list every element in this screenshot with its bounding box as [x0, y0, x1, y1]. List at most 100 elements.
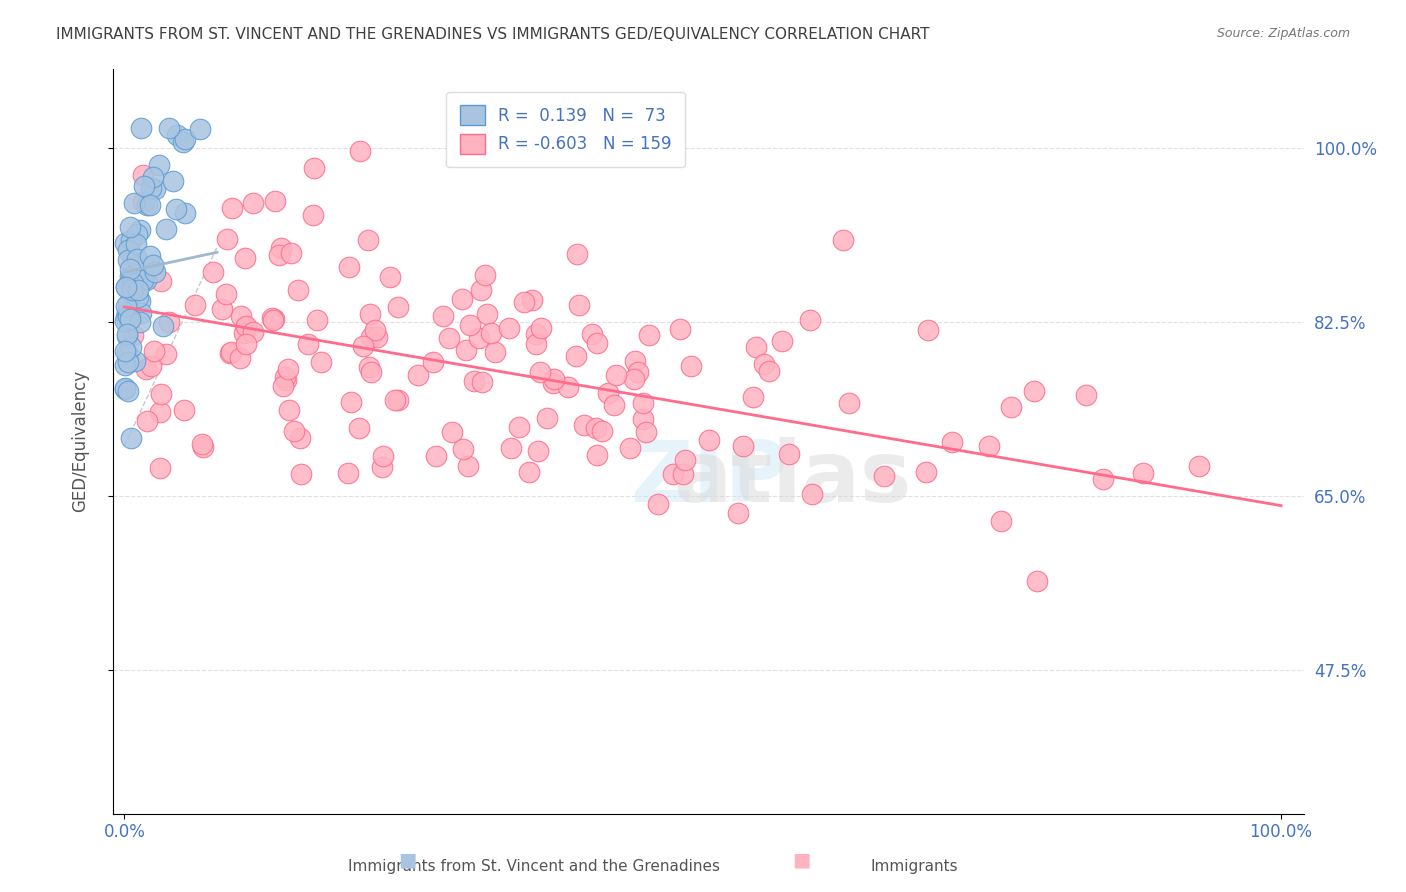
- Point: [136, 198, 159, 212]
- Point: [274, 370, 297, 384]
- Point: [262, 310, 284, 325]
- Point: [340, 395, 363, 409]
- Point: [508, 420, 530, 434]
- Point: [520, 293, 543, 308]
- Point: [359, 307, 381, 321]
- Point: [633, 412, 655, 426]
- Point: [557, 380, 579, 394]
- Point: [638, 328, 661, 343]
- Point: [191, 437, 214, 451]
- Point: [915, 465, 938, 479]
- Point: [1074, 388, 1097, 402]
- Point: [120, 272, 142, 286]
- Point: [114, 280, 136, 294]
- Point: [174, 132, 197, 146]
- Point: [349, 421, 371, 435]
- Point: [572, 417, 595, 432]
- Point: [117, 350, 139, 364]
- Text: ■: ■: [398, 851, 418, 870]
- Point: [232, 326, 254, 340]
- Point: [463, 374, 485, 388]
- Point: [191, 440, 214, 454]
- Point: [513, 295, 536, 310]
- Point: [527, 444, 550, 458]
- Point: [122, 196, 145, 211]
- Point: [118, 312, 141, 326]
- Point: [218, 346, 240, 360]
- Point: [941, 435, 963, 450]
- Point: [591, 424, 613, 438]
- Point: [697, 433, 720, 447]
- Point: [242, 195, 264, 210]
- Point: [117, 243, 139, 257]
- Point: [278, 403, 301, 417]
- Point: [242, 325, 264, 339]
- Point: [586, 448, 609, 462]
- Point: [758, 364, 780, 378]
- Point: [456, 343, 478, 357]
- Point: [477, 307, 499, 321]
- Text: ZIP: ZIP: [630, 437, 787, 520]
- Point: [127, 252, 149, 267]
- Point: [155, 222, 177, 236]
- Point: [422, 355, 444, 369]
- Point: [150, 387, 173, 401]
- Point: [387, 393, 409, 408]
- Point: [283, 424, 305, 438]
- Point: [979, 439, 1001, 453]
- Point: [457, 459, 479, 474]
- Point: [139, 359, 162, 373]
- Point: [129, 293, 152, 308]
- Point: [120, 261, 142, 276]
- Point: [217, 232, 239, 246]
- Point: [129, 222, 152, 236]
- Point: [117, 297, 139, 311]
- Point: [290, 467, 312, 482]
- Text: Source: ZipAtlas.com: Source: ZipAtlas.com: [1216, 27, 1350, 40]
- Point: [801, 487, 824, 501]
- Point: [451, 442, 474, 456]
- Point: [148, 158, 170, 172]
- Point: [235, 336, 257, 351]
- Point: [336, 466, 359, 480]
- Point: [517, 465, 540, 479]
- Point: [302, 208, 325, 222]
- Point: [568, 297, 591, 311]
- Text: IMMIGRANTS FROM ST. VINCENT AND THE GRENADINES VS IMMIGRANTS GED/EQUIVALENCY COR: IMMIGRANTS FROM ST. VINCENT AND THE GREN…: [56, 27, 929, 42]
- Point: [673, 453, 696, 467]
- Point: [166, 128, 188, 143]
- Point: [598, 386, 620, 401]
- Point: [585, 421, 607, 435]
- Point: [603, 398, 626, 412]
- Point: [536, 411, 558, 425]
- Point: [307, 313, 329, 327]
- Point: [233, 251, 256, 265]
- Point: [357, 360, 380, 375]
- Point: [627, 365, 650, 379]
- Point: [114, 382, 136, 396]
- Point: [668, 322, 690, 336]
- Point: [311, 355, 333, 369]
- Point: [1091, 472, 1114, 486]
- Point: [727, 506, 749, 520]
- Point: [127, 284, 149, 298]
- Point: [288, 431, 311, 445]
- Point: [371, 449, 394, 463]
- Point: [352, 339, 374, 353]
- Point: [581, 327, 603, 342]
- Point: [672, 467, 695, 481]
- Point: [530, 320, 553, 334]
- Point: [120, 268, 142, 283]
- Point: [832, 233, 855, 247]
- Point: [129, 306, 152, 320]
- Point: [378, 270, 401, 285]
- Point: [297, 336, 319, 351]
- Point: [623, 354, 645, 368]
- Point: [122, 328, 145, 343]
- Point: [631, 396, 654, 410]
- Point: [679, 359, 702, 373]
- Point: [117, 355, 139, 369]
- Point: [155, 347, 177, 361]
- Point: [211, 302, 233, 317]
- Point: [269, 248, 291, 262]
